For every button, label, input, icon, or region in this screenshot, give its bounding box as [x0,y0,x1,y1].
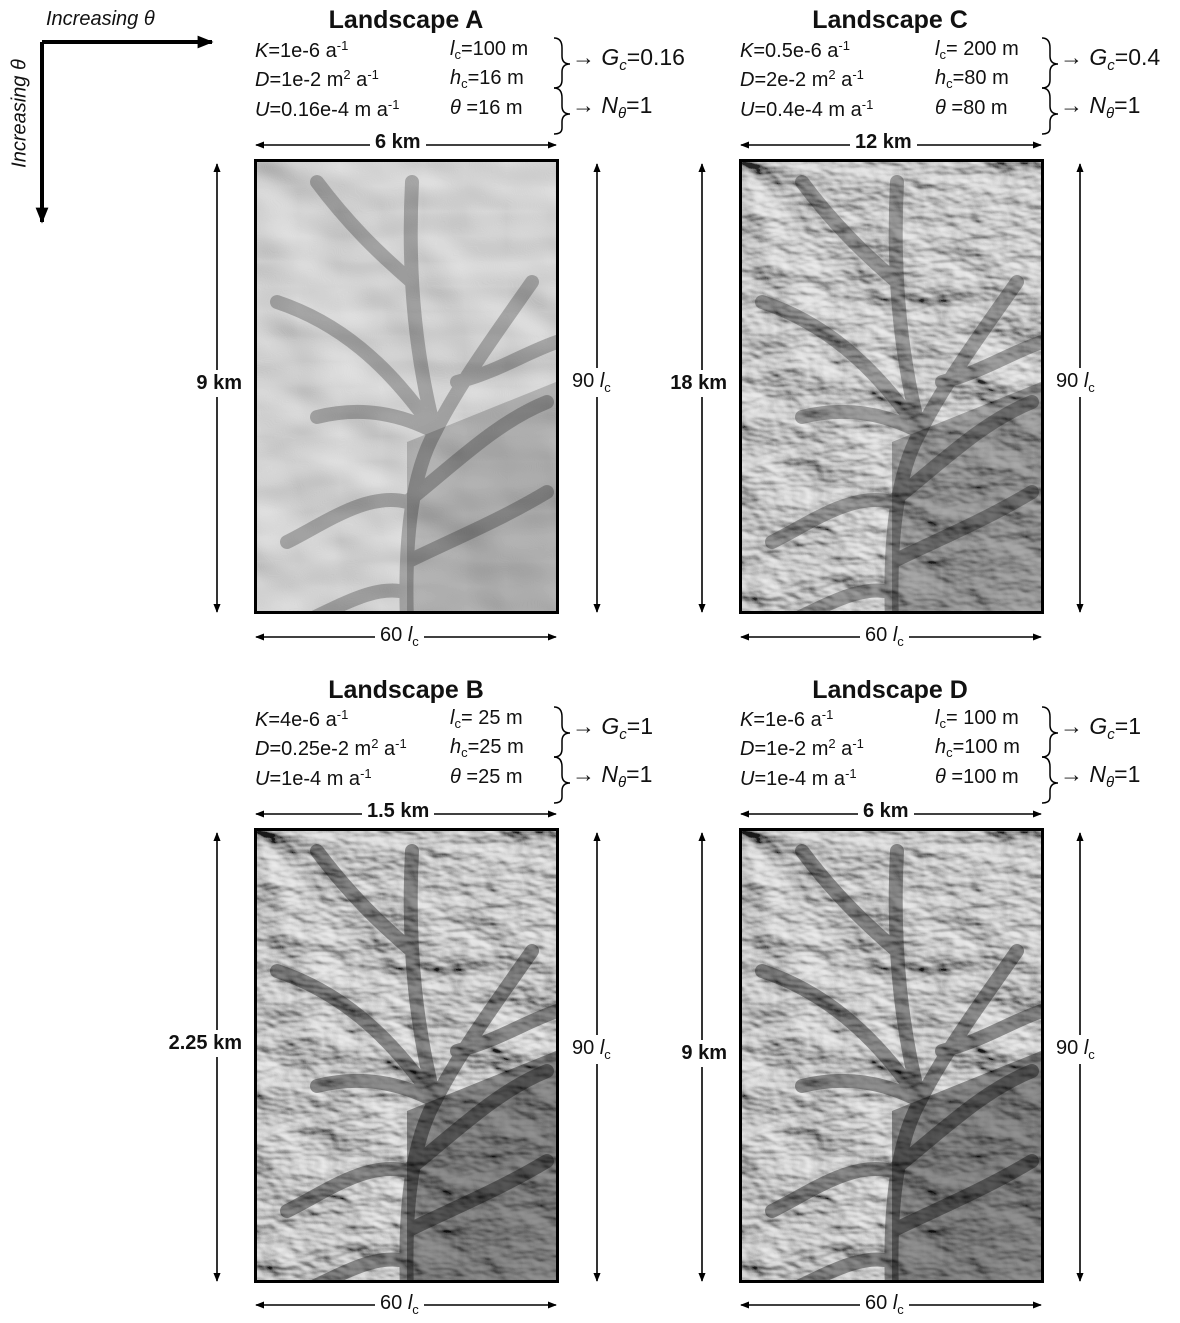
panel-title: Landscape A [328,6,484,34]
param-theta: θ =16 m [450,97,523,119]
height-label: 18 km [655,370,727,397]
height-label: 2.25 km [140,1030,242,1057]
brace-group [1041,37,1059,135]
param-k: K=1e-6 a-1 [255,38,349,62]
brace-group [553,706,571,804]
hillshade-map [254,159,559,614]
result-ntheta: → Nθ=1 [572,92,653,122]
result-gc: → Gc=0.4 [1060,44,1161,74]
height-label: 9 km [170,370,242,397]
param-theta: θ =80 m [935,97,1008,119]
bottom-label: 60 lc [375,624,424,649]
horizontal-axis-label: Increasing θ [46,8,155,30]
result-ntheta: → Nθ=1 [1060,761,1141,791]
bottom-label: 60 lc [375,1292,424,1317]
vertical-axis-label: Increasing θ [8,59,31,168]
param-hc: hc=16 m [450,67,524,91]
param-k: K=0.5e-6 a-1 [740,38,850,62]
bottom-label: 60 lc [860,1292,909,1317]
panel-title: Landscape D [812,676,968,704]
param-d: D=0.25e-2 m2 a-1 [255,736,407,760]
hillshade-map [254,828,559,1283]
hillshade-map [739,828,1044,1283]
height-dimension [213,832,221,1282]
width-label: 12 km [850,131,917,154]
param-d: D=1e-2 m2 a-1 [740,736,864,760]
param-u: U=1e-4 m a-1 [740,766,857,790]
param-theta: θ =25 m [450,766,523,788]
brace-group [553,37,571,135]
height-label: 9 km [655,1040,727,1067]
param-hc: hc=25 m [450,736,524,760]
param-u: U=0.16e-4 m a-1 [255,97,400,121]
param-k: K=1e-6 a-1 [740,707,834,731]
param-lc: lc= 25 m [450,707,523,731]
param-lc: lc= 200 m [935,38,1019,62]
width-label: 1.5 km [362,800,435,823]
bottom-label: 60 lc [860,624,909,649]
result-gc: → Gc=1 [1060,713,1142,743]
param-theta: θ =100 m [935,766,1019,788]
result-ntheta: → Nθ=1 [572,761,653,791]
param-u: U=0.4e-4 m a-1 [740,97,874,121]
result-ntheta: → Nθ=1 [1060,92,1141,122]
param-lc: lc=100 m [450,38,529,62]
right-label: 90 lc [572,368,622,397]
result-gc: → Gc=1 [572,713,654,743]
right-label: 90 lc [1056,368,1106,397]
brace-group [1041,706,1059,804]
param-d: D=2e-2 m2 a-1 [740,67,864,91]
param-d: D=1e-2 m2 a-1 [255,67,379,91]
right-label: 90 lc [572,1035,622,1064]
increasing-theta-axes [35,35,214,224]
result-gc: → Gc=0.16 [572,44,685,74]
hillshade-map [739,159,1044,614]
param-u: U=1e-4 m a-1 [255,766,372,790]
panel-title: Landscape B [328,676,484,704]
param-hc: hc=80 m [935,67,1009,91]
param-k: K=4e-6 a-1 [255,707,349,731]
right-label: 90 lc [1056,1035,1106,1064]
param-hc: hc=100 m [935,736,1020,760]
panel-title: Landscape C [812,6,968,34]
param-lc: lc= 100 m [935,707,1019,731]
width-label: 6 km [370,131,426,154]
width-label: 6 km [858,800,914,823]
